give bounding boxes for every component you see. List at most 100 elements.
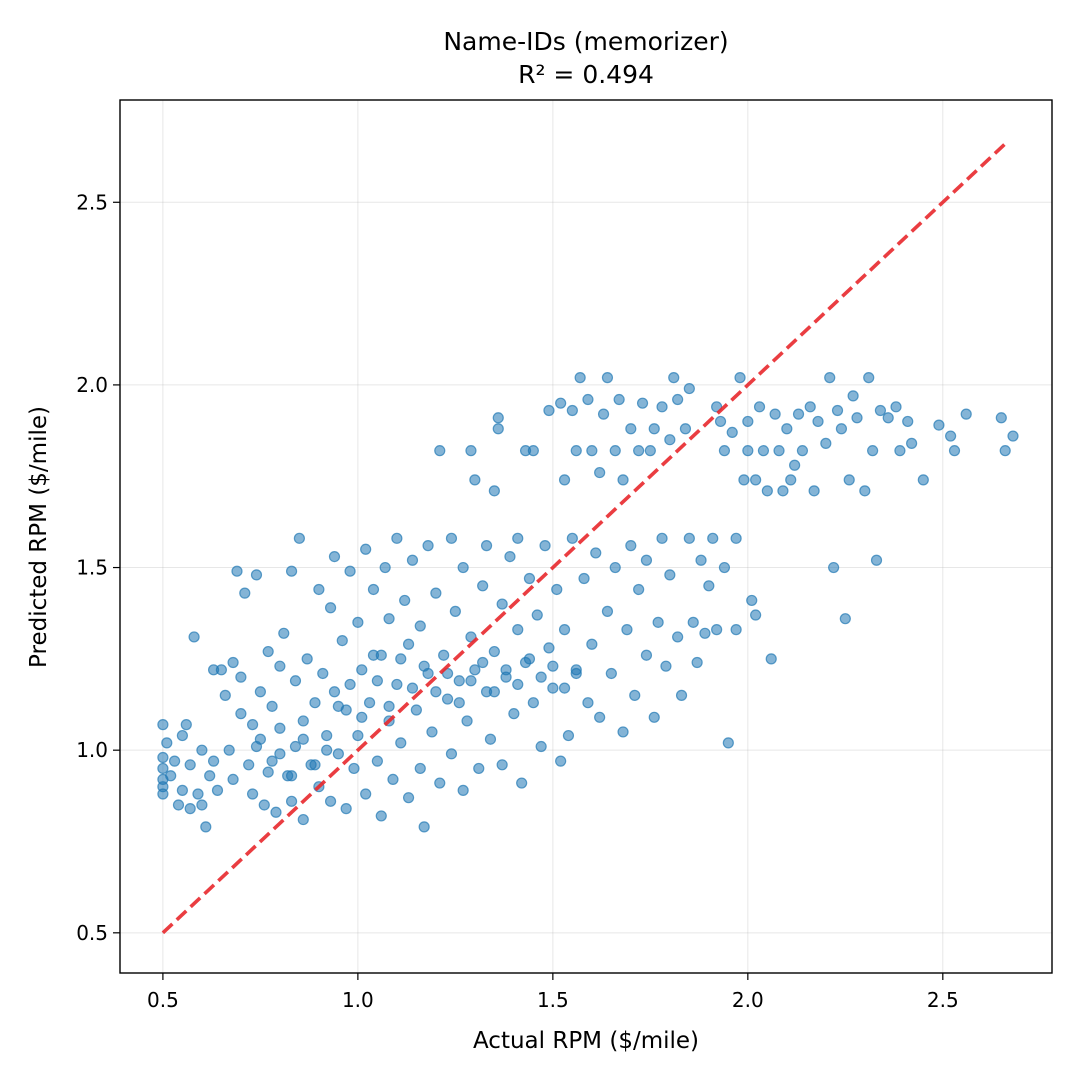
data-point [363,697,376,709]
data-point [157,751,169,764]
data-point [469,474,481,486]
data-point [609,561,621,574]
data-point [948,445,961,457]
data-point [570,445,582,457]
data-point [360,543,372,555]
data-point [422,540,434,552]
data-point [640,649,653,661]
data-point [644,445,656,457]
data-point [266,700,278,712]
data-point [188,631,200,643]
data-point [488,485,500,497]
data-point [399,594,411,607]
data-point [285,565,298,577]
data-point [426,726,438,738]
data-point [995,412,1007,424]
data-point [574,372,586,384]
data-point [594,711,606,723]
data-point [285,770,298,782]
data-point [847,390,859,402]
data-point [999,445,1011,457]
data-point [176,784,188,796]
data-point [785,474,797,486]
data-point [558,682,571,694]
data-point [714,415,727,428]
data-point [445,532,458,544]
data-points [157,372,1019,833]
data-point [258,799,270,811]
data-point [278,627,290,639]
data-point [1007,430,1019,442]
data-point [309,759,321,771]
data-point [765,653,777,665]
data-point [250,740,263,753]
data-point [371,755,383,767]
data-point [633,445,645,457]
data-point [633,583,645,596]
data-point [617,474,629,486]
data-point [839,613,851,625]
data-point [601,605,614,617]
data-point [917,474,929,486]
data-point [601,372,614,384]
data-point [566,404,578,417]
data-point [902,415,914,428]
data-point [340,803,352,815]
data-point [321,744,333,756]
data-point [184,759,196,771]
data-point [465,675,477,687]
data-point [461,715,473,727]
data-point [465,445,477,457]
data-point [215,664,227,676]
data-point [227,656,239,669]
data-point [477,580,489,592]
data-point [613,393,625,406]
data-point [457,784,469,796]
data-point [317,667,329,680]
data-point [352,616,364,628]
data-point [297,813,309,826]
data-point [192,788,204,800]
data-point [648,423,660,435]
data-point [336,635,348,647]
data-point [539,540,551,552]
data-point [570,667,582,680]
x-tick-label: 2.0 [732,988,764,1012]
x-tick-label: 1.0 [342,988,374,1012]
data-point [285,795,298,807]
data-point [675,689,688,701]
data-point [395,653,407,665]
data-point [792,408,805,420]
x-tick-label: 1.5 [537,988,569,1012]
data-point [516,777,528,789]
data-point [274,748,286,760]
data-point [746,594,758,607]
data-point [703,580,715,592]
data-point [594,466,606,479]
data-point [664,434,676,446]
data-point [289,740,302,753]
data-point [769,408,781,420]
data-point [500,664,512,676]
data-point [219,689,231,701]
y-tick-label: 2.0 [76,373,108,397]
data-point [161,737,173,749]
data-point [157,719,169,731]
data-point [402,638,415,650]
data-point [157,762,169,775]
data-point [473,762,485,775]
data-point [274,660,286,672]
data-point [835,423,848,435]
data-point [531,609,543,621]
data-point [324,795,337,807]
data-point [750,474,762,486]
data-point [859,485,871,497]
data-point [313,583,325,596]
data-point [414,762,426,775]
data-point [789,459,801,471]
data-point [543,404,555,417]
data-point [753,401,766,413]
data-point [445,748,458,760]
data-point [297,733,309,745]
data-point [414,620,426,632]
